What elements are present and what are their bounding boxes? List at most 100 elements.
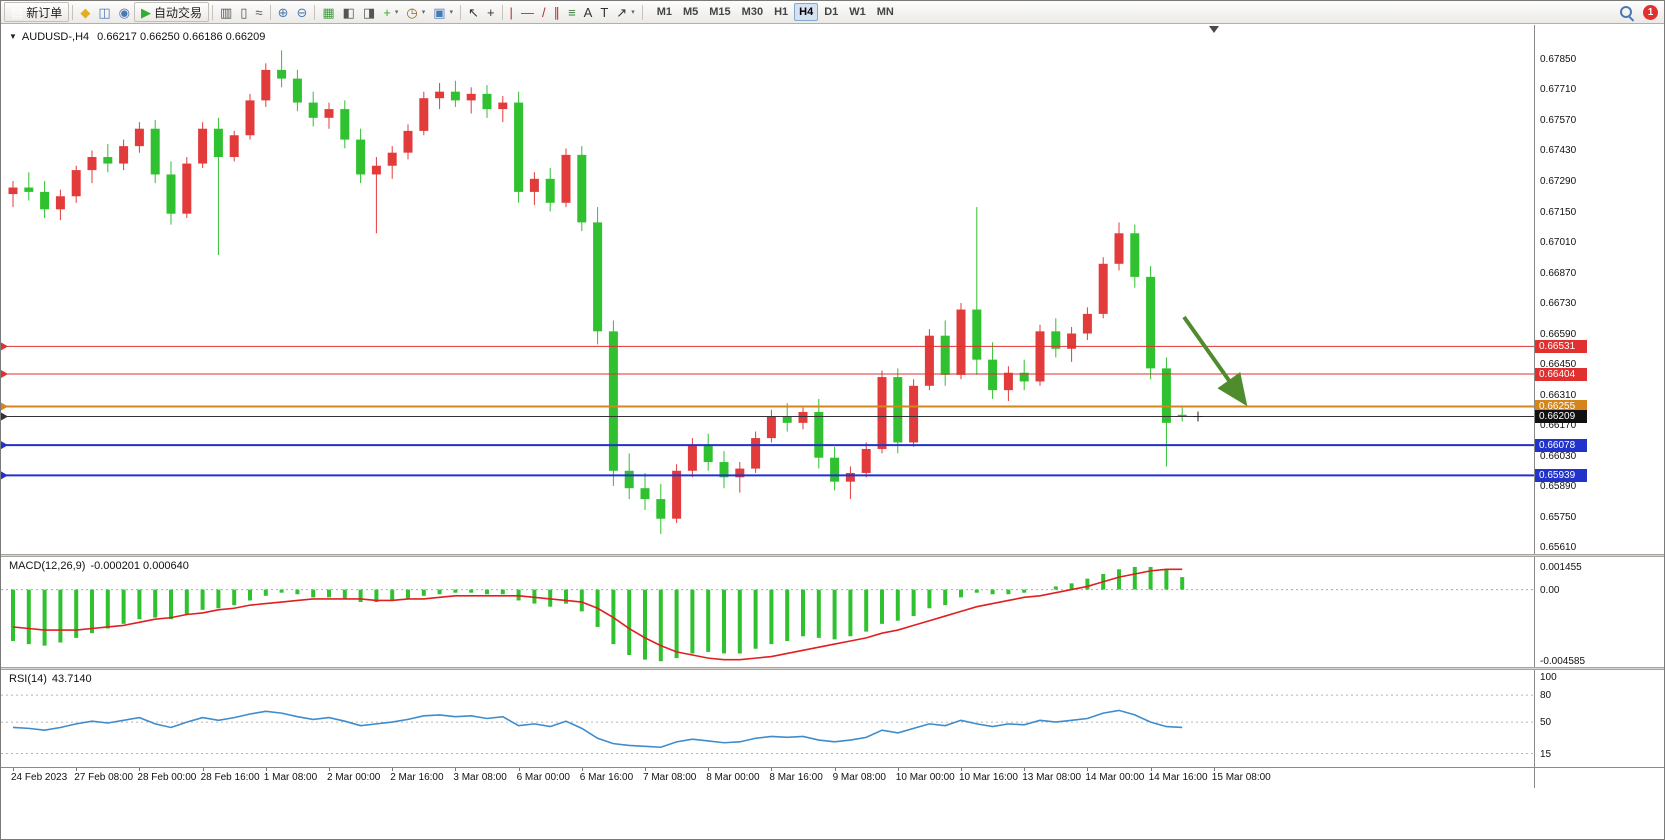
label-icon[interactable]: T xyxy=(596,2,612,22)
timeframe-h4-button[interactable]: H4 xyxy=(794,3,819,21)
price-scale-label: 0.66030 xyxy=(1540,450,1577,462)
toolbar-separator xyxy=(72,4,74,20)
web-terminal-icon[interactable]: ◉ xyxy=(115,2,134,22)
time-axis-tick xyxy=(455,768,457,771)
time-axis-tick xyxy=(329,768,330,771)
dropdown-arrow-icon: ▾ xyxy=(631,9,635,16)
auto-trading-button[interactable]: ▶ 自动交易 xyxy=(133,2,209,22)
price-tag-0.66255[interactable]: 0.66255 xyxy=(1535,399,1587,413)
new-order-button[interactable]: ▤ 新订单 xyxy=(4,2,70,22)
time-axis-label: 6 Mar 16:00 xyxy=(579,772,634,783)
macd-indicator-label: MACD(12,26,9) -0.000201 0.000640 xyxy=(9,560,189,572)
panel-splitter[interactable] xyxy=(1,554,1664,557)
timeframe-m5-button[interactable]: M5 xyxy=(678,3,703,21)
fibonacci-icon[interactable]: ≡ xyxy=(564,2,580,22)
dropdown-arrow-icon: ▾ xyxy=(449,9,454,16)
indicators-icon[interactable]: + ▾ xyxy=(379,2,402,22)
trendline-icon[interactable]: / xyxy=(538,2,550,22)
price-scale-label: 0.66730 xyxy=(1540,298,1577,309)
price-tag-0.66209[interactable]: 0.66209 xyxy=(1535,410,1587,424)
time-axis-tick xyxy=(76,768,78,771)
timeframe-h1-button[interactable]: H1 xyxy=(769,3,793,21)
timeframe-toolbar: M1 M5 M15 M30 H1 H4 D1 W1 MN xyxy=(652,3,899,21)
arrange-windows-icon: ◨ xyxy=(362,4,376,20)
chart-window-icon[interactable]: ◫ xyxy=(94,2,114,22)
timeframe-m1-button[interactable]: M1 xyxy=(652,3,677,21)
periods-icon[interactable]: ◷ ▾ xyxy=(402,2,429,22)
rsi-indicator-label: RSI(14) 43.7140 xyxy=(9,673,92,685)
macd-name: MACD(12,26,9) xyxy=(9,560,86,572)
bar-chart-icon[interactable]: ▥ xyxy=(216,2,236,22)
time-axis-tick xyxy=(961,768,962,771)
price-scale-label: 0.67150 xyxy=(1540,206,1577,218)
horizontal-line-icon[interactable]: — xyxy=(517,2,538,22)
vertical-line-icon[interactable]: | xyxy=(506,2,517,22)
candlestick-series xyxy=(8,50,1187,534)
candlestick-chart-icon[interactable]: ▯ xyxy=(236,2,251,22)
rsi-line xyxy=(12,709,1183,749)
time-axis-label: 14 Mar 00:00 xyxy=(1085,772,1145,783)
price-tag-0.65939[interactable]: 0.65939 xyxy=(1535,468,1587,482)
web-terminal-icon: ◉ xyxy=(118,4,130,20)
indicators-icon: + xyxy=(383,4,391,20)
timeframe-w1-button[interactable]: W1 xyxy=(844,3,871,21)
templates-icon[interactable]: ▣ ▾ xyxy=(429,2,457,22)
time-axis-tick xyxy=(1150,768,1152,771)
time-axis-label: 8 Mar 00:00 xyxy=(706,772,760,783)
text-icon: A xyxy=(583,4,593,20)
price-tag-0.66531[interactable]: 0.66531 xyxy=(1535,339,1587,353)
price-tag-0.66404[interactable]: 0.66404 xyxy=(1535,367,1587,381)
zoom-out-icon[interactable]: ⊖ xyxy=(292,2,311,22)
time-axis-separator xyxy=(1,767,1664,768)
price-scale-label: 0.67710 xyxy=(1540,84,1577,96)
down-arrow-annotation[interactable] xyxy=(1182,315,1248,407)
shapes-icon[interactable]: ↗ ▾ xyxy=(612,2,638,22)
price-tag-0.66078[interactable]: 0.66078 xyxy=(1535,438,1587,452)
new-order-icon: ▤ xyxy=(11,4,24,20)
time-axis-label: 7 Mar 08:00 xyxy=(643,772,697,783)
collapse-arrow-icon[interactable]: ▼ xyxy=(9,32,17,41)
timeframe-mn-button[interactable]: MN xyxy=(872,3,899,21)
tile-windows-icon[interactable]: ▦ xyxy=(318,2,338,22)
tile-windows-icon: ▦ xyxy=(322,4,335,20)
new-order-button-label: 新订单 xyxy=(26,5,63,20)
cascade-windows-icon[interactable]: ◧ xyxy=(339,2,359,22)
time-axis-tick xyxy=(139,768,141,771)
time-axis-tick xyxy=(202,768,204,771)
arrange-windows-icon[interactable]: ◨ xyxy=(359,2,379,22)
templates-icon: ▣ xyxy=(433,4,446,20)
price-scale-label: 0.67010 xyxy=(1540,237,1577,248)
chart-shift-marker-icon[interactable] xyxy=(1209,26,1219,33)
time-axis-label: 28 Feb 00:00 xyxy=(137,772,197,783)
price-scale-label: 0.65890 xyxy=(1540,481,1577,493)
macd-scale-label: 0.00 xyxy=(1540,584,1560,596)
zoom-in-icon[interactable]: ⊕ xyxy=(274,2,293,22)
timeframe-d1-button[interactable]: D1 xyxy=(819,3,843,21)
fibonacci-icon: ≡ xyxy=(568,4,576,20)
search-icon[interactable] xyxy=(1618,4,1635,22)
time-axis[interactable]: 24 Feb 2023 27 Feb 08:00 28 Feb 00:00 28 Fe… xyxy=(1,768,1534,788)
text-icon[interactable]: A xyxy=(580,2,597,22)
timeframe-m30-button[interactable]: M30 xyxy=(737,3,768,21)
quotes-icon[interactable]: ◆ xyxy=(76,2,94,22)
toolbar-right: 1 xyxy=(1618,4,1663,22)
rsi-scale-label: 15 xyxy=(1540,748,1552,760)
macd-scale-label: -0.004585 xyxy=(1540,656,1586,667)
quotes-icon: ◆ xyxy=(80,4,91,20)
auto-trading-button-label: 自动交易 xyxy=(153,5,202,20)
notification-badge[interactable]: 1 xyxy=(1643,4,1658,20)
cursor-icon[interactable]: ↖ xyxy=(464,2,483,22)
crosshair-icon[interactable]: + xyxy=(483,2,499,22)
panel-splitter[interactable] xyxy=(1,667,1664,670)
time-axis-label: 9 Mar 08:00 xyxy=(832,772,886,783)
dropdown-arrow-icon: ▾ xyxy=(421,9,426,16)
timeframe-m15-button[interactable]: M15 xyxy=(704,3,735,21)
rsi-scale-label: 50 xyxy=(1540,717,1552,729)
macd-scale-label: 0.001455 xyxy=(1540,561,1582,573)
line-chart-icon[interactable]: ≈ xyxy=(251,2,266,22)
channel-icon[interactable]: ∥ xyxy=(550,2,565,22)
time-axis-tick xyxy=(392,768,394,771)
rsi-panel-chart xyxy=(1,694,1534,755)
cascade-windows-icon: ◧ xyxy=(342,4,355,20)
price-scale-label: 0.67430 xyxy=(1540,145,1577,157)
